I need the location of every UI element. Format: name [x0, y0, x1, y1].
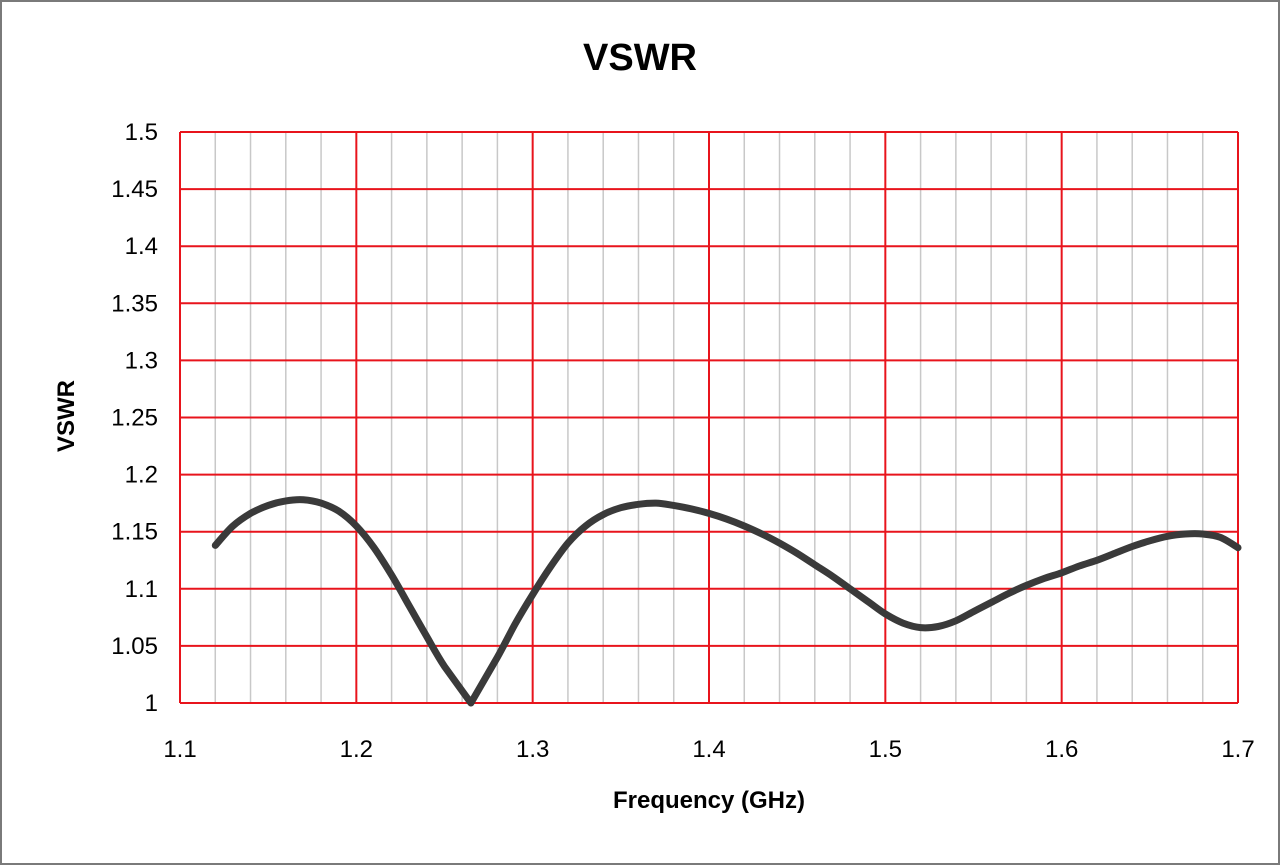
x-tick-label: 1.1: [163, 736, 196, 763]
chart-title: VSWR: [583, 37, 697, 79]
y-tick-label: 1.25: [111, 405, 158, 432]
x-tick-label: 1.3: [516, 736, 549, 763]
y-tick-label: 1.4: [125, 233, 158, 260]
y-tick-label: 1.35: [111, 290, 158, 317]
y-tick-label: 1.45: [111, 176, 158, 203]
y-tick-label: 1.1: [125, 576, 158, 603]
x-tick-label: 1.7: [1221, 736, 1254, 763]
series-line-vswr: [211, 496, 1242, 707]
y-tick-labels: 1 1.05 1.1 1.15 1.2 1.25 1.3 1.35 1.4 1.45 1.5: [111, 119, 158, 717]
y-tick-label: 1.05: [111, 633, 158, 660]
x-tick-label: 1.6: [1045, 736, 1078, 763]
y-tick-label: 1.5: [125, 119, 158, 146]
grid: [179, 131, 1239, 704]
x-tick-labels: 1.1 1.2 1.3 1.4 1.5 1.6 1.7: [163, 736, 1254, 763]
x-tick-label: 1.2: [340, 736, 373, 763]
x-tick-label: 1.4: [692, 736, 725, 763]
x-tick-label: 1.5: [869, 736, 902, 763]
y-axis-label: VSWR: [53, 380, 80, 452]
y-tick-label: 1.2: [125, 462, 158, 489]
y-tick-label: 1.15: [111, 519, 158, 546]
y-tick-label: 1.3: [125, 347, 158, 374]
x-axis-label: Frequency (GHz): [613, 787, 805, 814]
y-tick-label: 1: [145, 690, 158, 717]
